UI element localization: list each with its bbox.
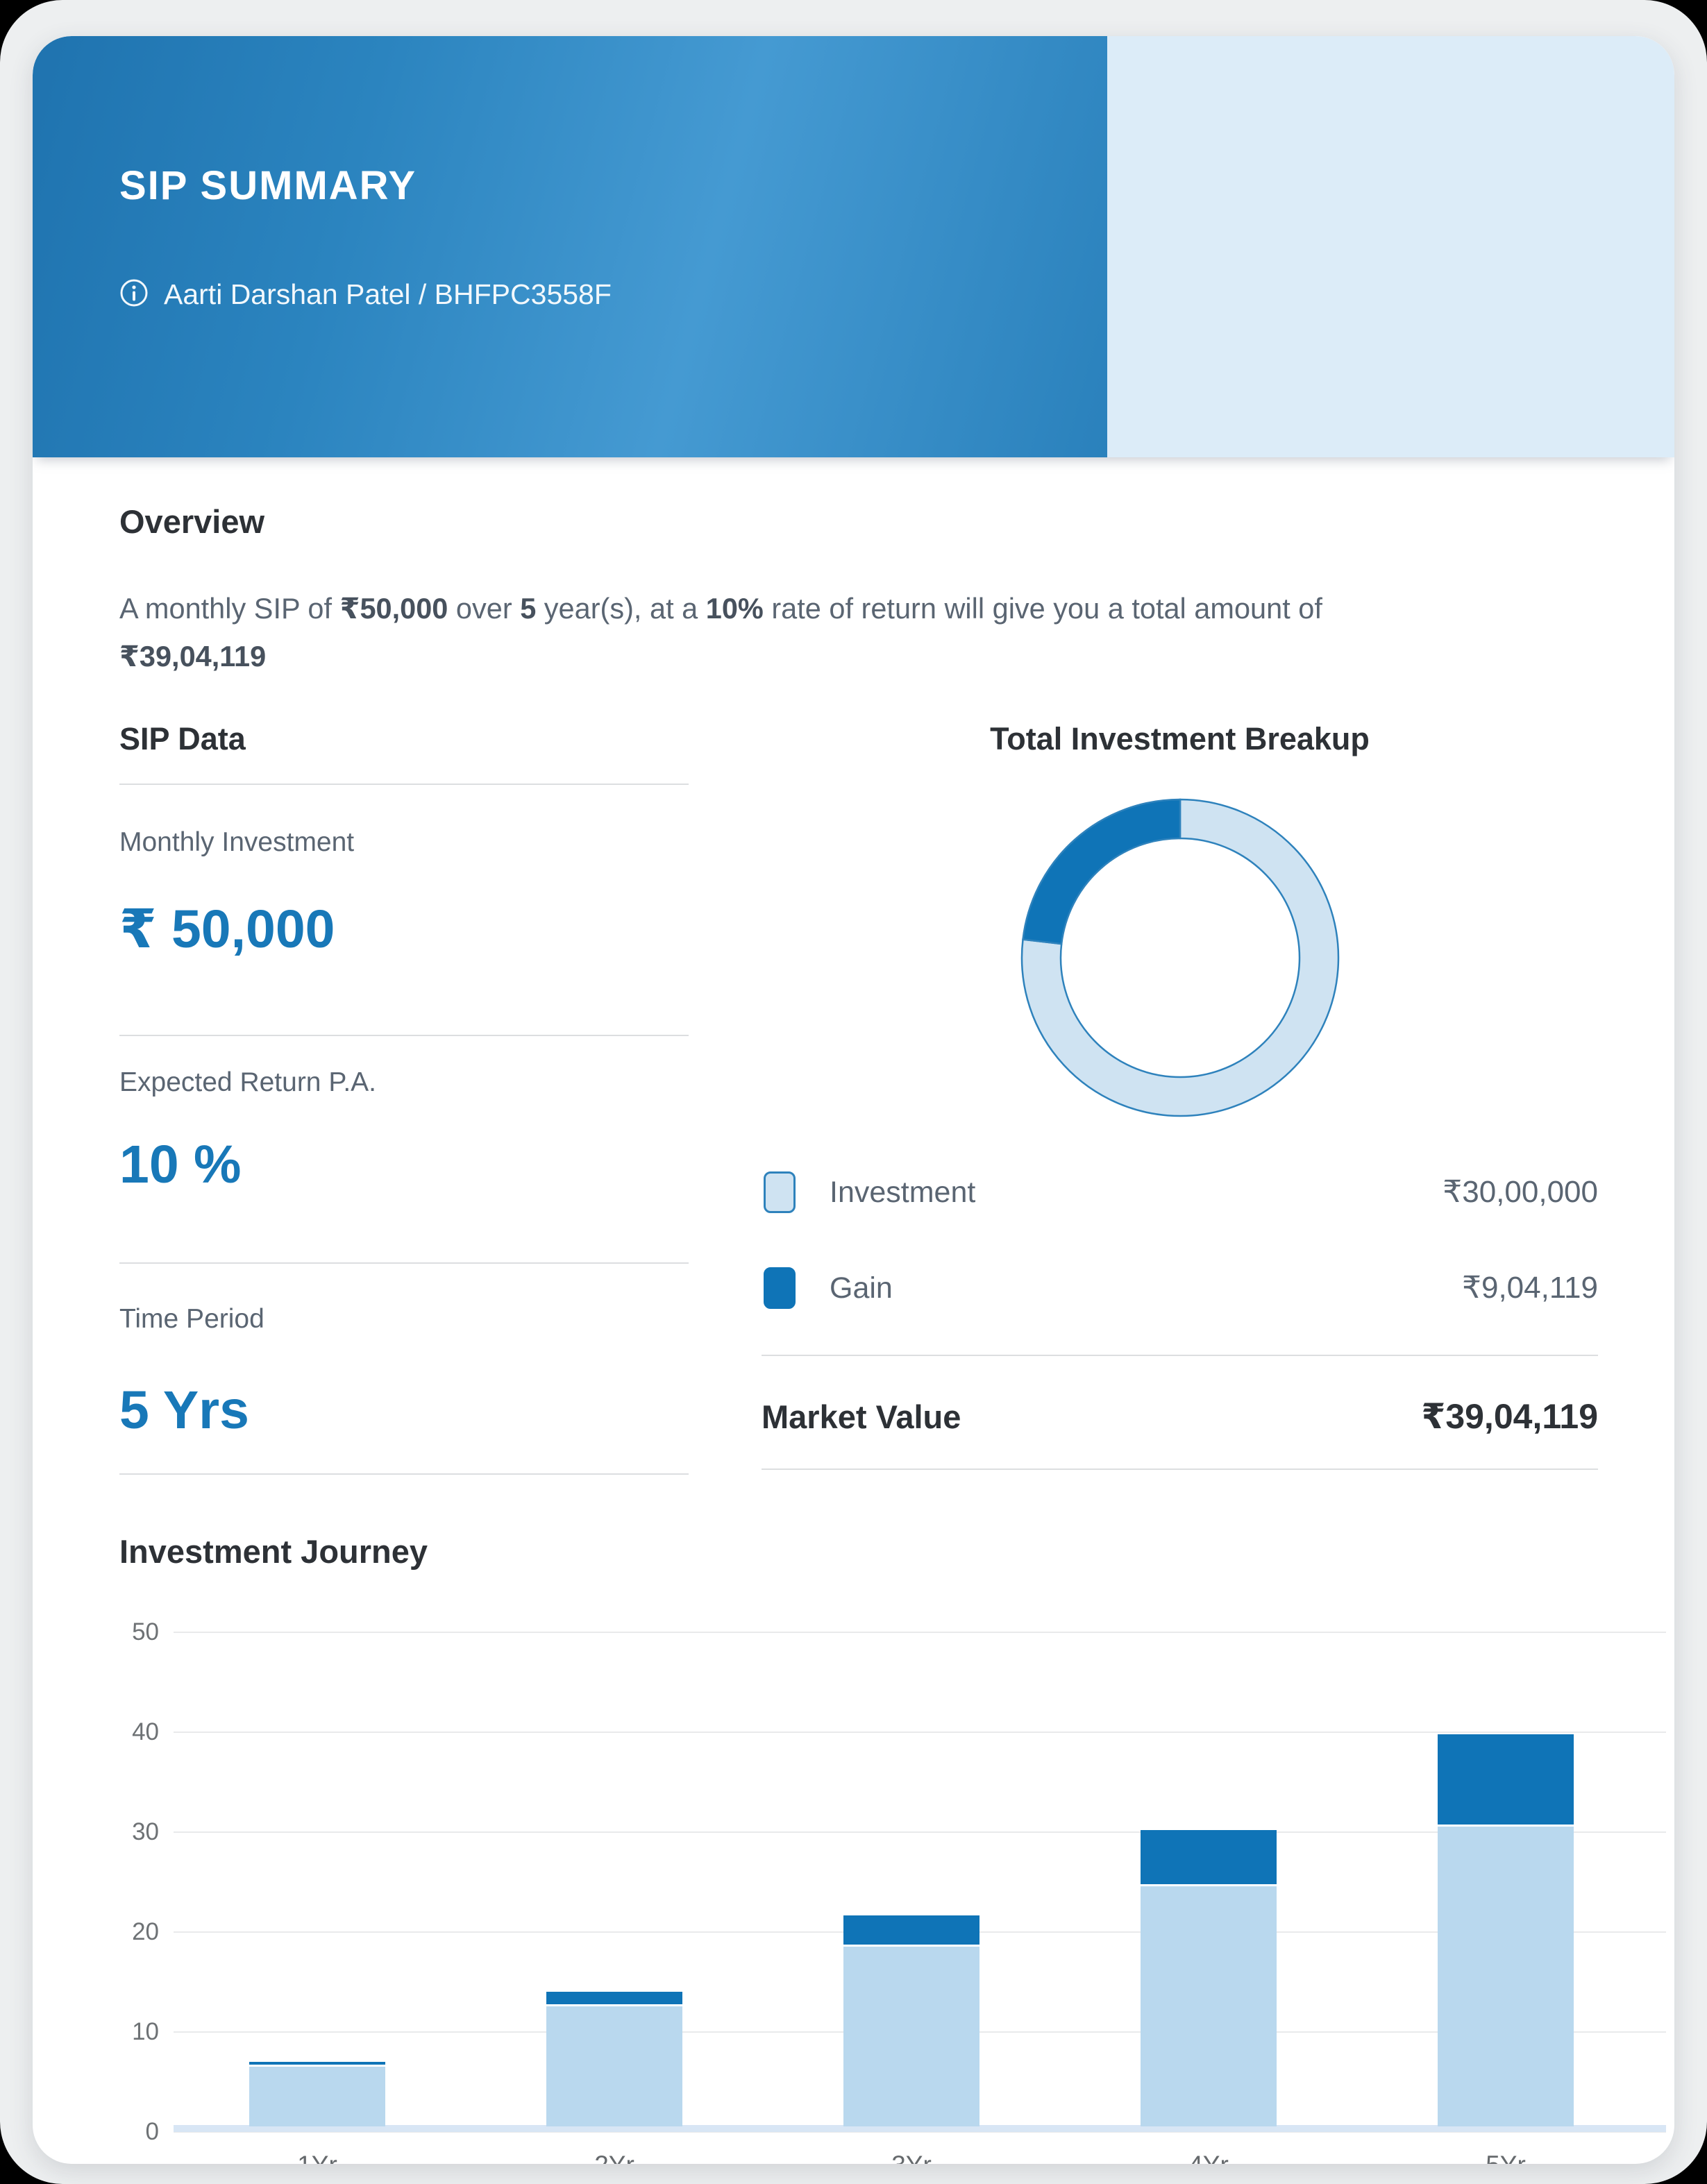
bar-segment-gain [1141, 1830, 1277, 1887]
bar-segment-gain [843, 1915, 979, 1947]
market-value-amount: ₹39,04,119 [1421, 1397, 1598, 1436]
field-value-monthly-investment: ₹ 50,000 [119, 899, 335, 959]
chart-gridline [174, 1831, 1666, 1833]
summary-text: year(s), at a [536, 592, 706, 625]
field-label-expected-return: Expected Return P.A. [119, 1067, 377, 1097]
report-header: SIP SUMMARY Aarti Darshan Patel / BHFPC3… [33, 36, 1674, 457]
stacked-bar-2Yr [546, 1992, 682, 2126]
field-value-time-period: 5 Yrs [119, 1380, 249, 1440]
chart-gridline [174, 1632, 1666, 1633]
summary-amount: ₹50,000 [339, 592, 448, 625]
y-axis-tick-label: 0 [145, 2118, 159, 2145]
legend-label-gain: Gain [830, 1271, 893, 1305]
legend-swatch-gain [764, 1267, 796, 1309]
summary-text: A monthly SIP of [119, 592, 340, 625]
bar-segment-investment [1438, 1826, 1574, 2126]
summary-text: over [448, 592, 521, 625]
x-axis-tick-label: 2Yr [546, 2150, 682, 2164]
overview-heading: Overview [119, 503, 265, 540]
bar-segment-investment [1141, 1886, 1277, 2126]
divider [119, 1035, 689, 1036]
bar-segment-gain [1438, 1734, 1574, 1827]
legend-label-investment: Investment [830, 1176, 976, 1209]
market-value-label: Market Value [762, 1398, 961, 1435]
y-axis-tick-label: 30 [132, 1818, 159, 1845]
investment-journey-bar-chart: 0 10 20 30 40 50 1Yr 2Yr 3Yr 4Yr 5Yr [33, 1598, 1674, 2164]
bar-segment-gain [249, 2061, 385, 2067]
chart-gridline [174, 2131, 1666, 2133]
y-axis-tick-label: 20 [132, 1918, 159, 1945]
bar-segment-investment [249, 2066, 385, 2126]
divider [119, 1473, 689, 1475]
info-icon [119, 278, 149, 311]
header-banner: SIP SUMMARY Aarti Darshan Patel / BHFPC3… [33, 36, 1107, 457]
divider [762, 1355, 1598, 1356]
y-axis-tick-label: 50 [132, 1618, 159, 1645]
sip-data-heading: SIP Data [119, 721, 246, 756]
overview-summary: A monthly SIP of ₹50,000 over 5 year(s),… [119, 584, 1591, 680]
page-title: SIP SUMMARY [119, 163, 417, 208]
chart-gridline [174, 1732, 1666, 1733]
divider [119, 784, 689, 785]
bar-segment-gain [546, 1992, 682, 2007]
field-label-time-period: Time Period [119, 1304, 264, 1334]
header-contact-panel: iw Investwell rohailchhatwal@gmail.com [1107, 36, 1674, 457]
x-axis-tick-label: 5Yr [1438, 2150, 1574, 2164]
x-axis-tick-label: 1Yr [249, 2150, 385, 2164]
stacked-bar-1Yr [249, 2061, 385, 2126]
y-axis-tick-label: 40 [132, 1718, 159, 1745]
stacked-bar-4Yr [1141, 1830, 1277, 2126]
legend-swatch-investment [764, 1171, 796, 1213]
stacked-bar-3Yr [843, 1915, 979, 2126]
summary-text: rate of return will give you a total amo… [763, 592, 1322, 625]
divider [119, 1262, 689, 1264]
bar-segment-investment [843, 1946, 979, 2126]
divider [762, 1468, 1598, 1470]
investment-breakup-donut-chart [1014, 791, 1347, 1124]
breakup-heading: Total Investment Breakup [990, 721, 1370, 756]
summary-total: ₹39,04,119 [119, 640, 267, 672]
journey-heading: Investment Journey [119, 1533, 428, 1570]
client-name: Aarti Darshan Patel / BHFPC3558F [164, 278, 612, 310]
x-axis-tick-label: 3Yr [843, 2150, 979, 2164]
field-label-monthly-investment: Monthly Investment [119, 827, 355, 857]
x-axis-baseline [174, 2125, 1666, 2132]
client-row: Aarti Darshan Patel / BHFPC3558F [119, 278, 612, 311]
field-value-expected-return: 10 % [119, 1135, 242, 1194]
legend-value-investment: ₹30,00,000 [1443, 1175, 1598, 1209]
summary-years: 5 [520, 592, 537, 625]
y-axis-tick-label: 10 [132, 2018, 159, 2045]
bar-segment-investment [546, 2006, 682, 2126]
legend-value-gain: ₹9,04,119 [1461, 1271, 1598, 1305]
report-card: SIP SUMMARY Aarti Darshan Patel / BHFPC3… [33, 36, 1674, 2164]
summary-rate: 10% [705, 592, 764, 625]
x-axis-tick-label: 4Yr [1141, 2150, 1277, 2164]
stacked-bar-5Yr [1438, 1734, 1574, 2126]
